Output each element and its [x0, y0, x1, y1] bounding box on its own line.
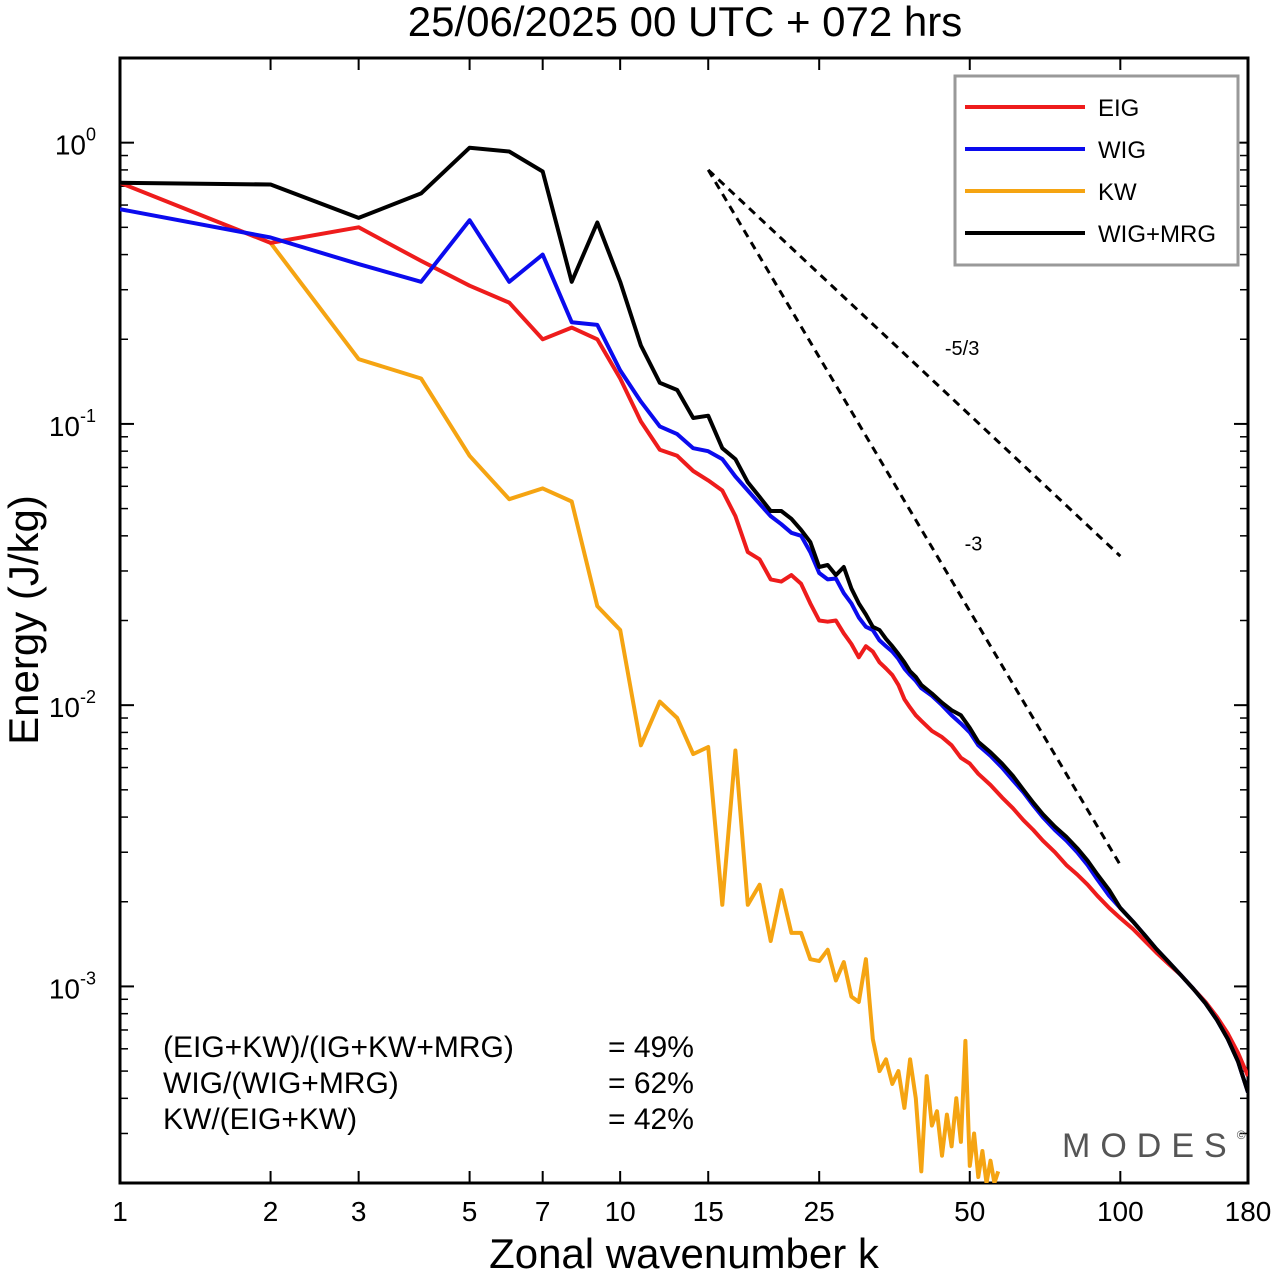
reference-line-1: [707, 168, 1122, 558]
ratio-annotations: (EIG+KW)/(IG+KW+MRG) = 49% WIG/(WIG+MRG) = …: [163, 1031, 694, 1136]
y-axis-label: Energy (J/kg): [0, 495, 47, 745]
legend-label: EIG: [1098, 95, 1139, 122]
x-tick-label: 7: [535, 1196, 551, 1227]
y-tick-label: 10-2: [49, 687, 96, 723]
x-axis-tick-labels: 1 2 3 5 7 10 15 25 50 100 180: [112, 1196, 1271, 1227]
y-tick-label: 100: [55, 125, 96, 161]
x-tick-label: 100: [1097, 1196, 1144, 1227]
series-line-eig: [120, 180, 1248, 1077]
ratio-value: = 49%: [608, 1031, 694, 1064]
x-tick-label: 10: [605, 1196, 636, 1227]
ratio-value: = 62%: [608, 1067, 694, 1100]
modes-logo: MODES©: [1062, 1127, 1246, 1165]
chart-title: 25/06/2025 00 UTC + 072 hrs: [408, 0, 963, 45]
x-tick-label: 180: [1225, 1196, 1272, 1227]
legend-label: WIG+MRG: [1098, 221, 1216, 248]
x-tick-label: 2: [263, 1196, 279, 1227]
y-axis-tick-labels: 100 10-1 10-2 10-3: [49, 125, 96, 1005]
legend: EIG WIG KW WIG+MRG: [953, 74, 1240, 267]
x-tick-label: 3: [351, 1196, 367, 1227]
ratio-label: (EIG+KW)/(IG+KW+MRG): [163, 1031, 514, 1064]
reference-line-2: [706, 169, 1122, 866]
x-tick-label: 15: [693, 1196, 724, 1227]
reference-slope-lines: -5/3 -3: [706, 168, 1122, 866]
reference-line-label: -5/3: [945, 338, 979, 360]
ratio-label: WIG/(WIG+MRG): [163, 1067, 399, 1100]
y-tick-label: 10-3: [49, 968, 96, 1004]
ratio-label: KW/(EIG+KW): [163, 1103, 357, 1136]
series-line-wig: [120, 207, 1248, 1094]
x-tick-label: 25: [804, 1196, 835, 1227]
series-line-kw: [269, 241, 1001, 1183]
reference-line-label: -3: [965, 534, 983, 556]
legend-label: KW: [1098, 179, 1137, 206]
series-line-wig-plus-mrg: [120, 145, 1248, 1094]
ratio-value: = 42%: [608, 1103, 694, 1136]
y-tick-label: 10-1: [49, 406, 96, 442]
x-tick-label: 1: [112, 1196, 128, 1227]
x-tick-label: 5: [462, 1196, 478, 1227]
x-axis-label: Zonal wavenumber k: [489, 1230, 880, 1277]
spectrum-series: [120, 145, 1248, 1183]
x-tick-label: 50: [954, 1196, 985, 1227]
legend-label: WIG: [1098, 137, 1146, 164]
